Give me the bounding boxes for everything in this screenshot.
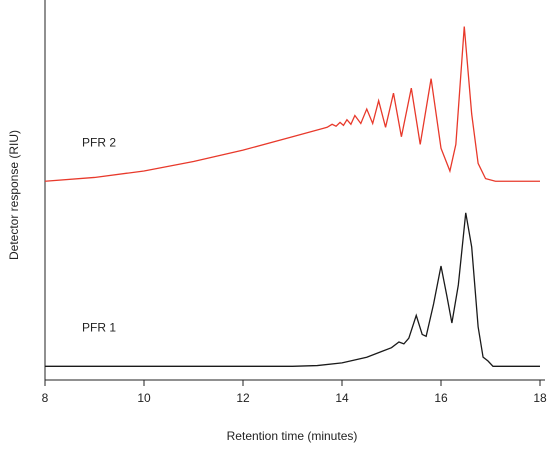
x-tick-label: 18 bbox=[533, 391, 547, 405]
x-tick-label: 14 bbox=[335, 391, 349, 405]
series-line bbox=[45, 212, 540, 367]
x-axis-title: Retention time (minutes) bbox=[227, 429, 358, 443]
x-tick-label: 10 bbox=[137, 391, 151, 405]
y-axis-title: Detector response (RIU) bbox=[7, 130, 21, 260]
series-label: PFR 1 bbox=[82, 320, 116, 334]
x-tick-label: 12 bbox=[236, 391, 250, 405]
x-tick-label: 8 bbox=[42, 391, 49, 405]
x-tick-label: 16 bbox=[434, 391, 448, 405]
series-label: PFR 2 bbox=[82, 135, 116, 149]
series-line bbox=[44, 26, 540, 182]
